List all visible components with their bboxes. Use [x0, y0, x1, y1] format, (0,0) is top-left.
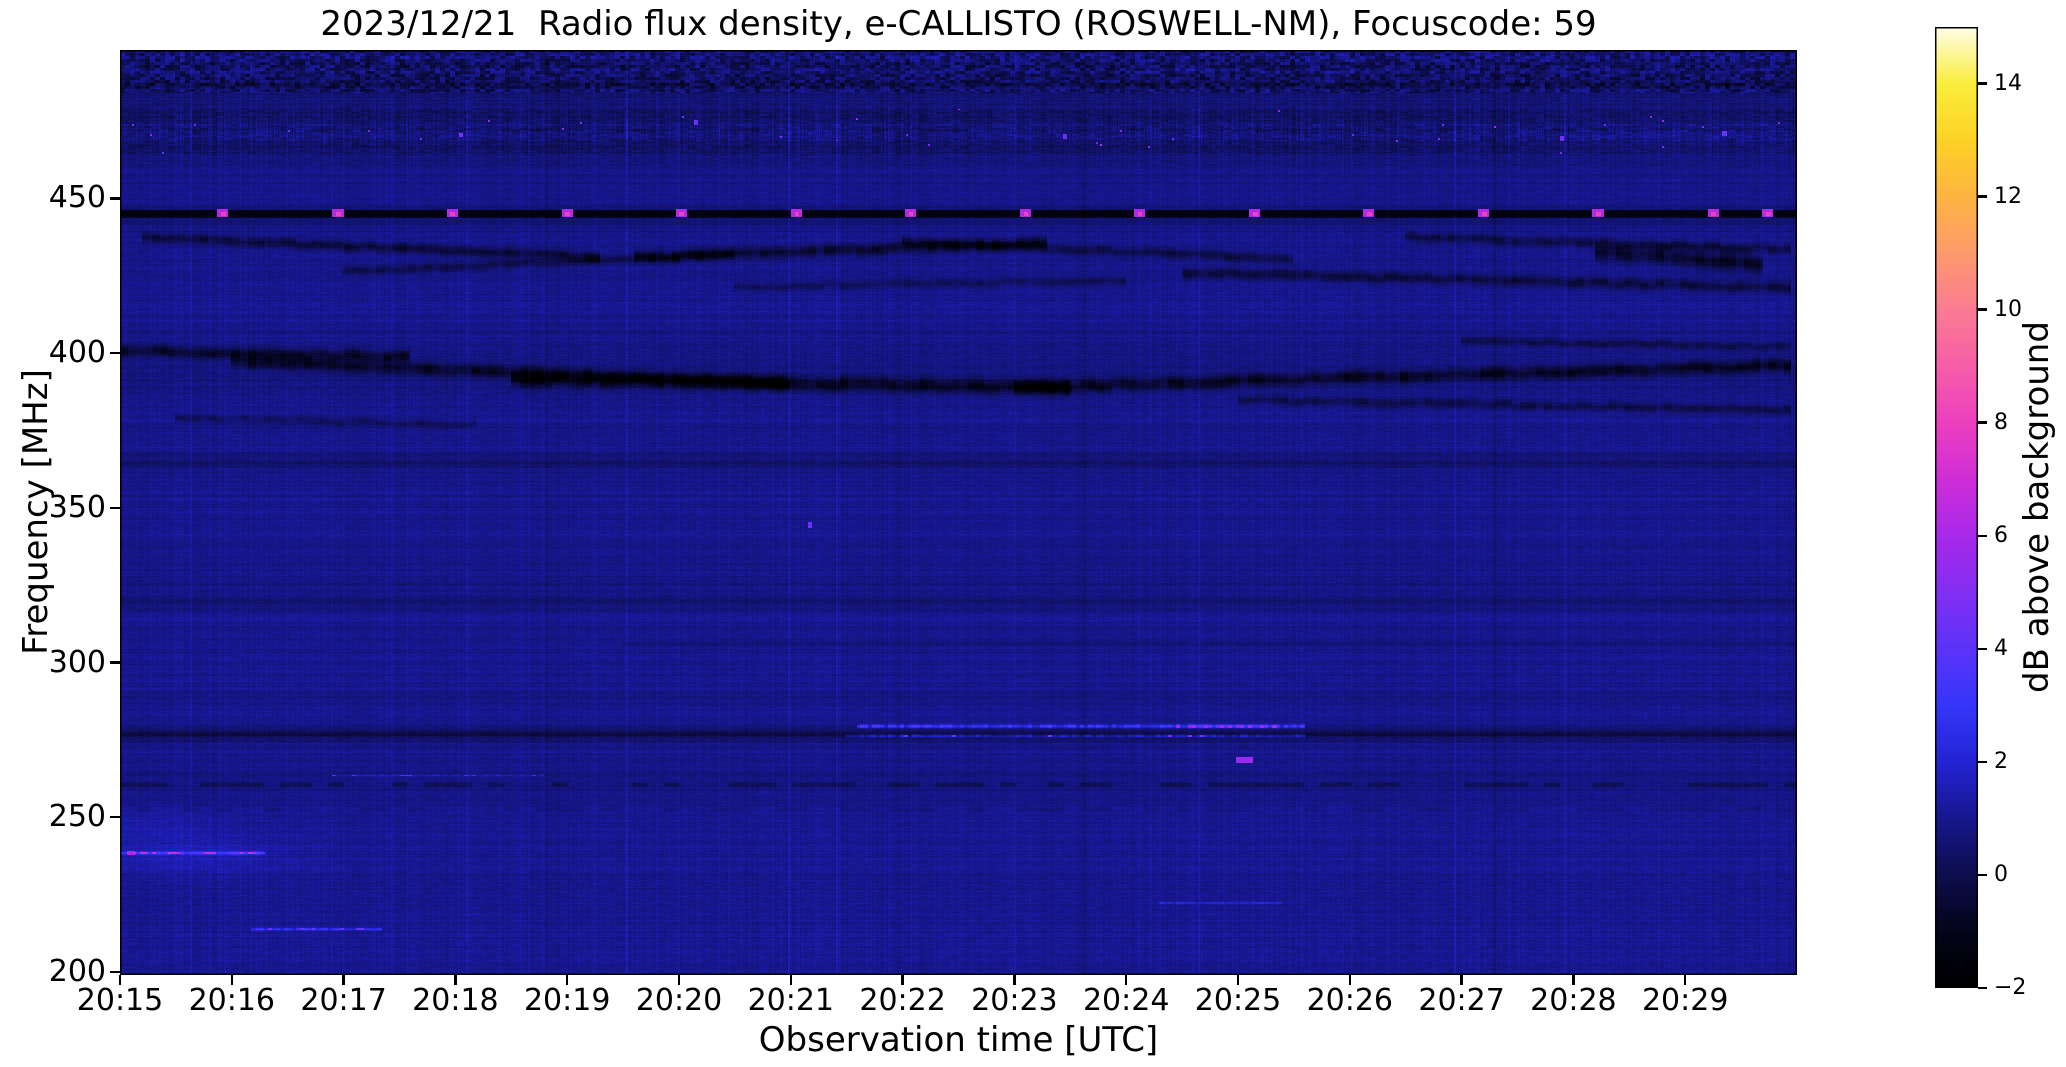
y-tick-mark [110, 351, 120, 355]
x-tick-label: 20:15 [76, 983, 164, 1018]
x-tick-mark [677, 975, 681, 985]
colorbar-tick-mark [1978, 647, 1987, 651]
x-tick-label: 20:16 [188, 983, 276, 1018]
y-tick-label: 450 [48, 180, 106, 216]
colorbar-tick-label: 10 [1994, 296, 2022, 322]
x-axis-label: Observation time [UTC] [758, 1020, 1159, 1060]
colorbar-tick-mark [1978, 873, 1987, 877]
x-tick-mark [118, 975, 122, 985]
spectrogram-canvas [120, 50, 1797, 975]
colorbar-tick-mark [1978, 308, 1987, 311]
y-tick-mark [110, 661, 120, 664]
x-tick-label: 20:22 [859, 983, 946, 1018]
x-tick-label: 20:23 [971, 983, 1058, 1018]
y-tick-label: 350 [48, 489, 106, 525]
x-tick-label: 20:24 [1082, 983, 1170, 1018]
colorbar-tick-label: −2 [1994, 975, 2027, 1000]
y-tick-mark [110, 197, 120, 200]
colorbar-tick-mark [1978, 195, 1987, 198]
x-tick-mark [789, 975, 793, 985]
x-tick-mark [1348, 975, 1352, 985]
x-tick-label: 20:28 [1530, 983, 1617, 1018]
x-tick-label: 20:18 [412, 983, 499, 1018]
colorbar-tick-mark [1978, 986, 1987, 990]
x-tick-mark [1013, 975, 1016, 985]
x-tick-mark [565, 975, 569, 985]
colorbar-tick-mark [1978, 760, 1987, 764]
colorbar-tick-label: 2 [1994, 748, 2008, 774]
colorbar-tick-mark [1978, 82, 1987, 85]
x-tick-label: 20:25 [1194, 983, 1282, 1018]
y-tick-mark [110, 506, 120, 510]
y-tick-label: 250 [48, 799, 106, 835]
colorbar-tick-label: 14 [1994, 70, 2022, 96]
x-tick-mark [1124, 975, 1128, 985]
x-tick-mark [230, 975, 234, 985]
x-tick-mark [1236, 975, 1240, 985]
x-tick-mark [1460, 975, 1463, 985]
colorbar-tick-label: 4 [1994, 635, 2008, 661]
x-tick-label: 20:20 [635, 983, 723, 1018]
x-tick-label: 20:19 [523, 983, 611, 1018]
x-tick-label: 20:27 [1418, 983, 1505, 1018]
x-tick-mark [454, 975, 457, 985]
colorbar-tick-label: 6 [1994, 522, 2008, 548]
y-tick-mark [110, 815, 120, 819]
plot-title: 2023/12/21 Radio flux density, e-CALLIST… [320, 4, 1597, 44]
y-tick-label: 200 [48, 953, 106, 989]
x-tick-label: 20:17 [300, 983, 387, 1018]
colorbar-tick-label: 0 [1994, 861, 2008, 887]
colorbar-tick-mark [1978, 421, 1987, 424]
x-tick-label: 20:26 [1306, 983, 1394, 1018]
x-tick-mark [901, 975, 904, 985]
x-tick-mark [1572, 975, 1575, 985]
x-tick-mark [1683, 975, 1687, 985]
y-tick-label: 400 [48, 335, 106, 371]
colorbar-tick-label: 8 [1994, 409, 2008, 435]
colorbar-tick-mark [1978, 534, 1987, 537]
colorbar-canvas [1935, 27, 1978, 988]
y-tick-mark [110, 970, 120, 974]
colorbar-label: dB above background [2017, 321, 2057, 693]
colorbar-tick-label: 12 [1994, 183, 2022, 209]
x-tick-label: 20:29 [1641, 983, 1729, 1018]
x-tick-mark [342, 975, 345, 985]
y-tick-label: 300 [48, 644, 106, 680]
x-tick-label: 20:21 [747, 983, 835, 1018]
